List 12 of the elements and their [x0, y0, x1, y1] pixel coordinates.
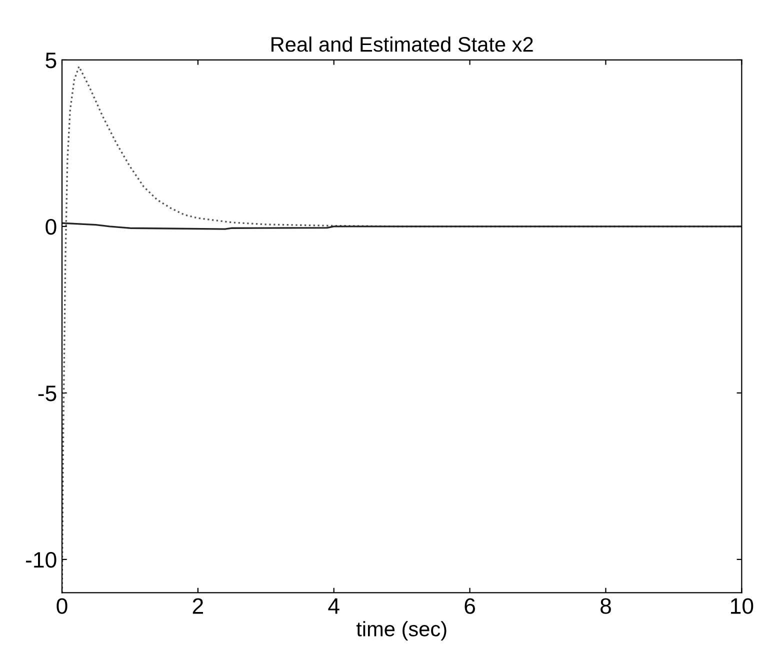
x-tick-label: 2	[192, 598, 203, 614]
x-tick-label: 4	[328, 598, 340, 614]
x-axis-title: time (sec)	[356, 621, 446, 641]
y-tick-label: -10	[26, 552, 56, 568]
x-tick-label: 8	[600, 598, 611, 614]
x-tick-label: 10	[731, 598, 754, 614]
x-tick-label: 0	[56, 598, 68, 614]
chart-title: Real and Estimated State x2	[272, 36, 533, 52]
x-tick-label: 6	[464, 598, 476, 614]
y-tick-label: 0	[46, 218, 56, 235]
y-tick-label: 5	[46, 52, 56, 68]
y-tick-label: -5	[38, 386, 56, 402]
